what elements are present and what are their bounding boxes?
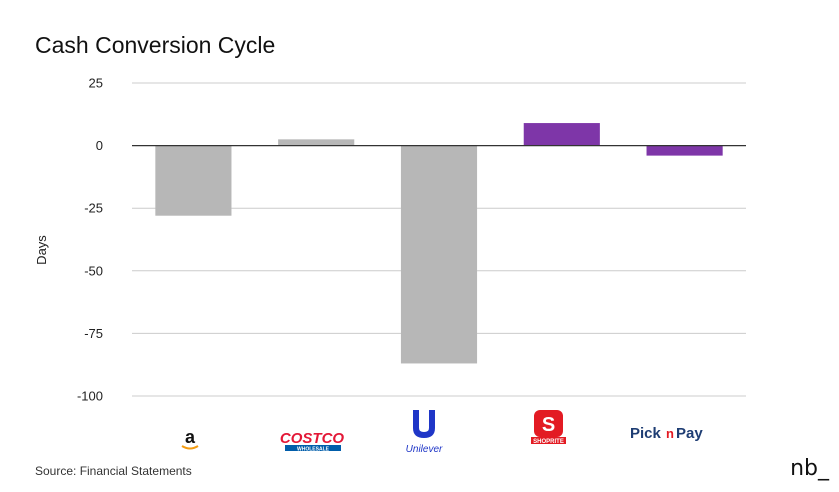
y-tick-label: -25 <box>84 201 103 216</box>
y-tick-label: -75 <box>84 326 103 341</box>
bars <box>155 123 723 364</box>
costco-bar-icon <box>285 445 341 451</box>
unilever-u-icon <box>413 410 435 438</box>
bar-shoprite <box>523 123 600 146</box>
shoprite-badge-icon <box>534 410 563 437</box>
y-tick-label: 25 <box>89 76 103 91</box>
bar-amazon <box>155 145 232 216</box>
y-axis-tick-labels: 25 0 -25 -50 -75 -100 <box>77 76 103 404</box>
y-tick-label: -50 <box>84 263 103 278</box>
source-note: Source: Financial Statements <box>35 464 192 478</box>
picknpay-n-text: n <box>666 426 674 441</box>
amazon-logo-text: a <box>185 427 196 447</box>
y-tick-label: -100 <box>77 389 103 404</box>
chart-title: Cash Conversion Cycle <box>35 32 276 58</box>
shoprite-logo-text: SHOPRITE <box>533 439 564 445</box>
bar-picknpay <box>646 145 723 156</box>
costco-logo: COSTCO WHOLESALE <box>280 430 345 453</box>
costco-logo-subtext: WHOLESALE <box>297 447 330 453</box>
picknpay-logo: Pick n Pay <box>630 425 703 442</box>
y-axis-label: Days <box>34 235 49 265</box>
amazon-logo: a <box>181 427 199 450</box>
shoprite-bar-icon <box>531 437 566 444</box>
amazon-smile-icon <box>181 445 199 450</box>
shoprite-letter: S <box>542 414 555 436</box>
y-tick-label: 0 <box>96 138 103 153</box>
bar-costco <box>278 139 355 146</box>
shoprite-logo: S SHOPRITE <box>531 410 566 445</box>
costco-logo-text: COSTCO <box>280 430 345 447</box>
picknpay-pay-text: Pay <box>676 425 703 442</box>
bar-unilever <box>400 145 478 364</box>
brand-logo: nb_ <box>790 456 829 481</box>
unilever-logo: Unilever <box>406 410 443 455</box>
unilever-logo-text: Unilever <box>406 444 443 455</box>
picknpay-pick-text: Pick <box>630 425 662 442</box>
